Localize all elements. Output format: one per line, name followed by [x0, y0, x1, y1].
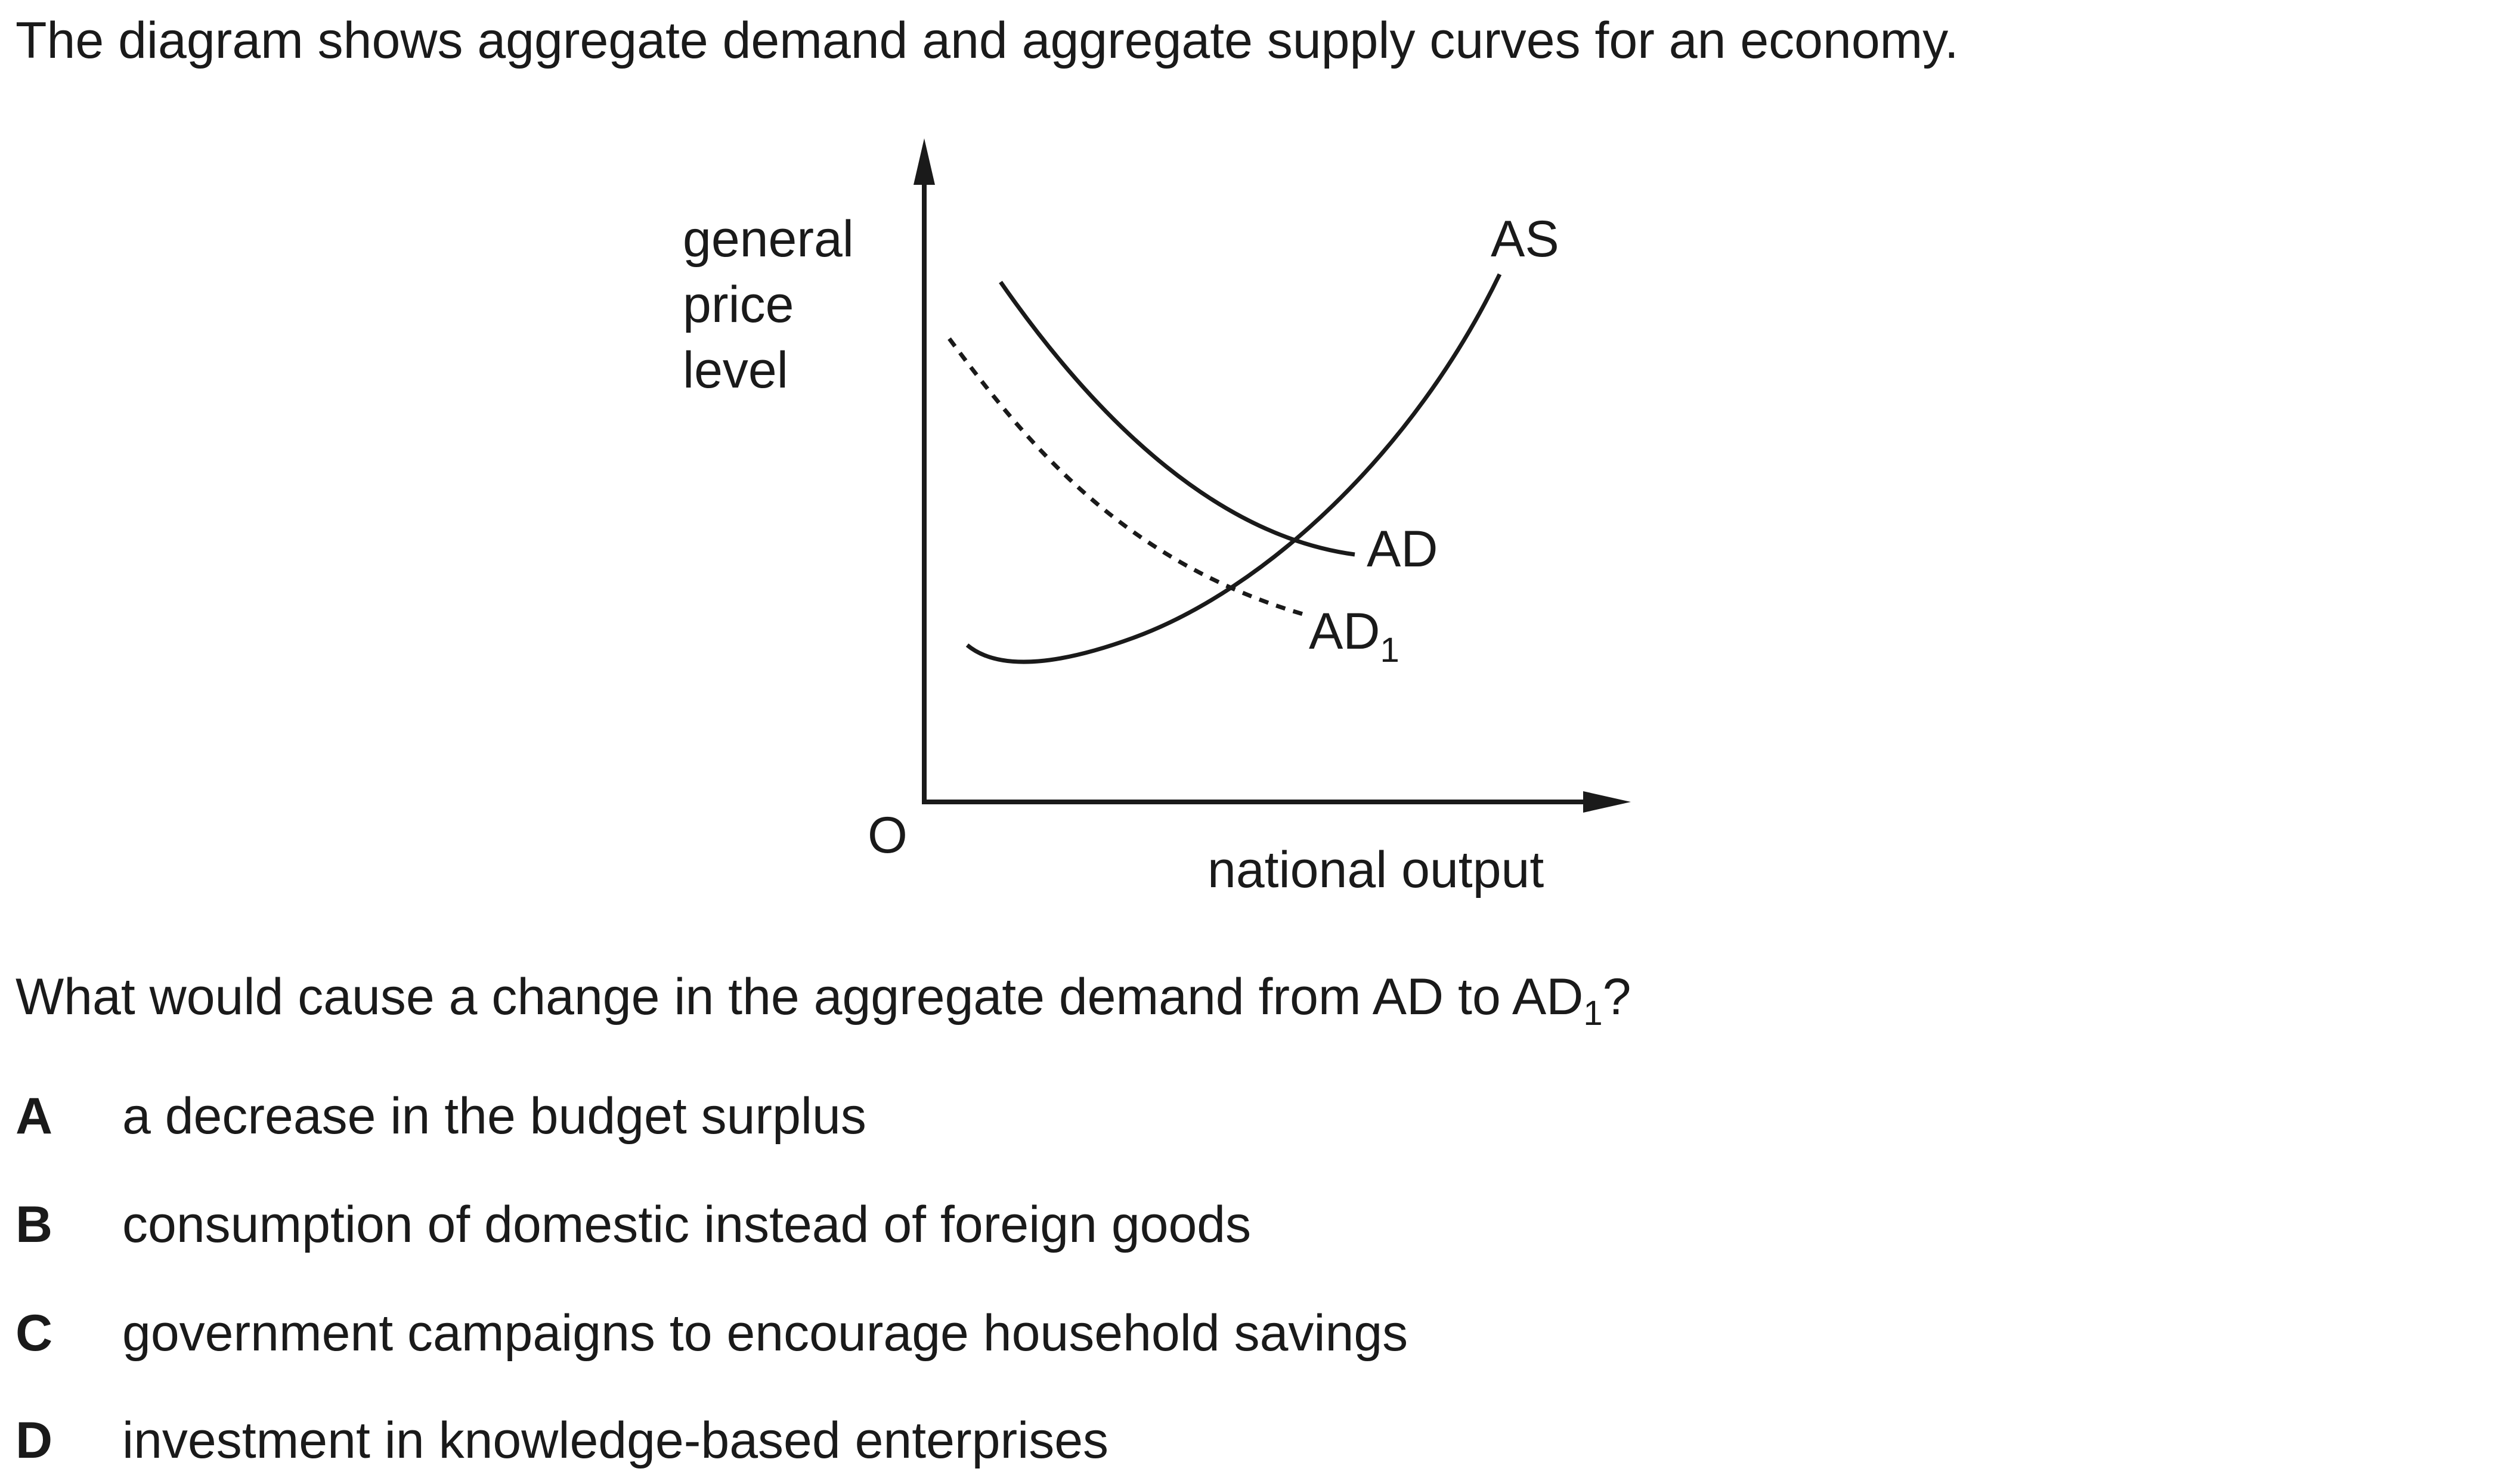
- question-subscript: 1: [1583, 994, 1603, 1033]
- x-axis-arrow-icon: [1583, 791, 1631, 813]
- question-suffix: ?: [1602, 968, 1631, 1026]
- option-a-text: a decrease in the budget surplus: [122, 1088, 866, 1145]
- ad1-label-main: AD: [1309, 603, 1380, 660]
- ad-curve: [999, 280, 1355, 557]
- y-axis-label-line-3: level: [683, 342, 788, 399]
- option-b-text: consumption of domestic instead of forei…: [122, 1196, 1252, 1253]
- ad1-label-subscript: 1: [1380, 631, 1399, 670]
- as-curve: [965, 273, 1502, 664]
- option-d-text: investment in knowledge-based enterprise…: [122, 1412, 1109, 1469]
- x-axis-label: national output: [1207, 841, 1544, 899]
- option-b-letter: B: [16, 1196, 53, 1253]
- origin-label: O: [868, 807, 908, 864]
- option-d-letter: D: [16, 1412, 53, 1469]
- y-axis-arrow-icon: [914, 138, 935, 185]
- y-axis-label-line-1: general: [683, 210, 854, 268]
- ad-as-diagram: general price level O national output AS…: [683, 138, 1631, 899]
- y-axis-label-line-2: price: [683, 276, 794, 333]
- option-c-letter: C: [16, 1305, 53, 1362]
- as-label: AS: [1491, 210, 1559, 268]
- intro-text: The diagram shows aggregate demand and a…: [16, 12, 1959, 69]
- ad-label: AD: [1367, 521, 1438, 578]
- question-main: What would cause a change in the aggrega…: [16, 968, 1584, 1026]
- y-axis-label: general price level: [683, 210, 868, 399]
- ad1-label: AD1: [1309, 603, 1399, 670]
- option-a-letter: A: [16, 1088, 53, 1145]
- ad1-curve: [947, 337, 1303, 616]
- option-c-text: government campaigns to encourage househ…: [122, 1305, 1408, 1362]
- question-text: What would cause a change in the aggrega…: [16, 967, 1631, 1031]
